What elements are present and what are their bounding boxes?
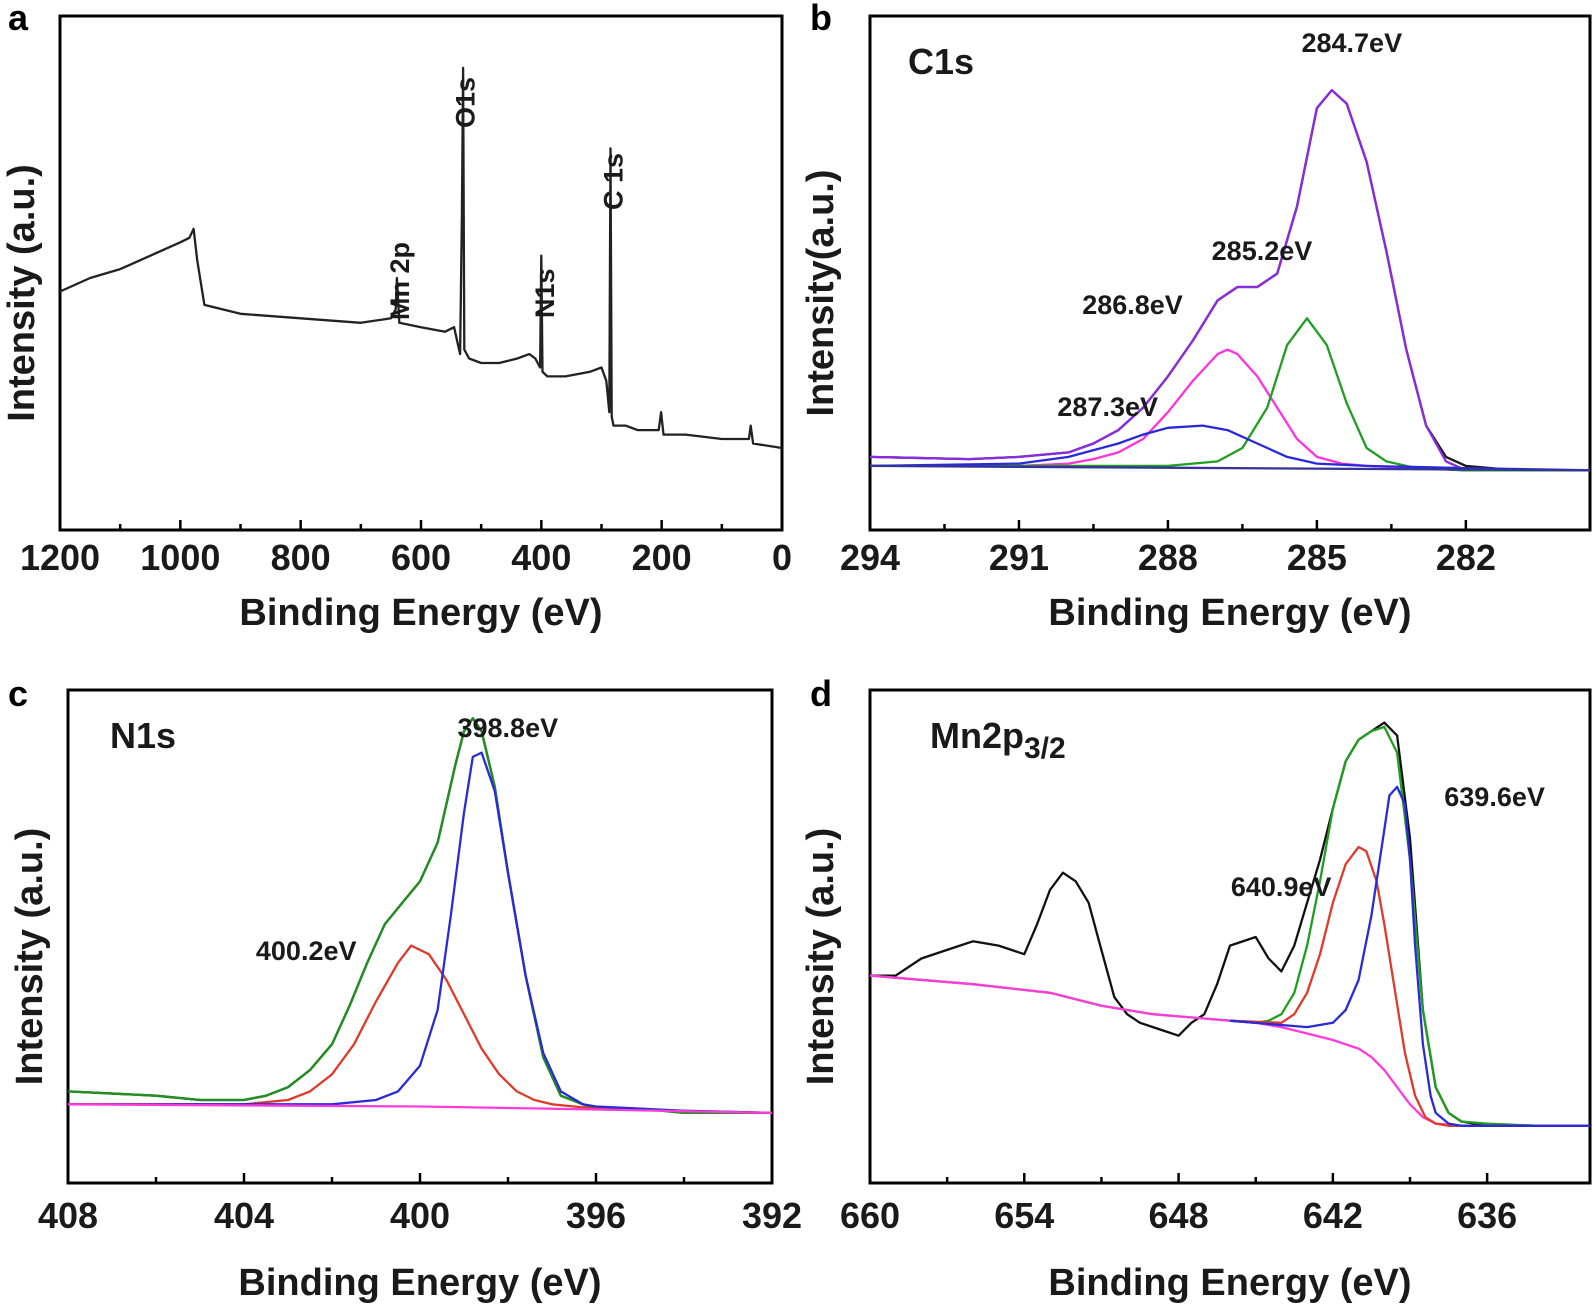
panel-letter: c (8, 673, 28, 714)
plot-frame (58, 14, 784, 532)
peak-label: 285.2eV (1212, 236, 1313, 266)
peak-label: O1s (451, 77, 481, 128)
series-line (869, 974, 1590, 1127)
series-line (869, 424, 1591, 472)
series-line (870, 348, 1590, 472)
panel-a: 1200 1000 800 600 400 200 0 Binding Energy (eV)… (1, 0, 792, 634)
panel-title: N1s (110, 715, 176, 756)
y-axis-label: Intensity(a.u.) (800, 169, 842, 416)
panel-title: Mn2p3/2 (930, 715, 1066, 765)
panel-letter: d (810, 673, 832, 714)
x-tick-label: 408 (38, 1195, 98, 1236)
panel-letter: a (8, 0, 29, 38)
series-line (1229, 785, 1590, 1127)
peak-label: Mn 2p (385, 242, 415, 320)
x-axis-label: Binding Energy (eV) (1048, 592, 1411, 634)
x-tick-label: 648 (1149, 1195, 1209, 1236)
x-tick-label: 800 (271, 537, 331, 578)
x-axis-label: Binding Energy (eV) (1048, 1262, 1411, 1304)
x-tick-label: 396 (566, 1195, 626, 1236)
x-tick-label: 400 (511, 537, 571, 578)
x-tick-label: 400 (390, 1195, 450, 1236)
series-line (869, 464, 1591, 472)
peak-label: 398.8eV (458, 713, 559, 743)
peak-label: C 1s (599, 153, 629, 210)
series-line (68, 944, 773, 1115)
panel-title: C1s (908, 41, 974, 82)
x-tick-label: 636 (1457, 1195, 1517, 1236)
panel-letter: b (810, 0, 832, 38)
y-axis-label: Intensity (a.u.) (1, 164, 43, 422)
x-tick-label: 288 (1138, 537, 1198, 578)
x-tick-label: 404 (214, 1195, 274, 1236)
series-line (59, 66, 783, 450)
series-line (67, 717, 772, 1115)
x-tick-label: 1000 (140, 537, 220, 578)
panel-c: 408 404 400 396 392 Binding Energy (eV) Intens… (8, 673, 802, 1304)
panel-d: 660 654 648 642 636 Binding Energy (eV) Intens… (800, 673, 1592, 1304)
peak-label: 284.7eV (1301, 28, 1402, 58)
x-tick-label: 660 (840, 1195, 900, 1236)
plot-frame (868, 688, 1592, 1185)
peak-label: 639.6eV (1444, 782, 1545, 812)
peak-label: 286.8eV (1082, 290, 1183, 320)
x-tick-label: 600 (391, 537, 451, 578)
x-axis-label: Binding Energy (eV) (239, 592, 602, 634)
plot-frame (868, 14, 1592, 532)
y-axis-label: Intensity (a.u.) (9, 828, 51, 1086)
y-axis-label: Intensity (a.u.) (800, 828, 842, 1086)
x-tick-label: 392 (742, 1195, 802, 1236)
x-tick-label: 291 (989, 537, 1049, 578)
series-line (68, 751, 773, 1115)
x-tick-label: 294 (840, 537, 900, 578)
peak-label: 400.2eV (256, 936, 357, 966)
x-tick-label: 282 (1436, 537, 1496, 578)
series-line (869, 89, 1590, 472)
x-tick-label: 285 (1287, 537, 1347, 578)
series-line (67, 1103, 773, 1115)
x-tick-label: 200 (632, 537, 692, 578)
panel-b: 294 291 288 285 282 Binding Energy (eV) Intens… (800, 0, 1592, 634)
x-axis-label: Binding Energy (eV) (238, 1262, 601, 1304)
peak-label: 640.9eV (1231, 872, 1332, 902)
series-line (870, 317, 1590, 472)
x-tick-label: 654 (994, 1195, 1054, 1236)
peak-label: 287.3eV (1057, 392, 1158, 422)
series-line (67, 717, 772, 1115)
series-line (869, 89, 1590, 472)
peak-label: N1s (530, 268, 560, 318)
x-tick-label: 1200 (20, 537, 100, 578)
x-tick-label: 0 (772, 537, 792, 578)
x-tick-label: 642 (1303, 1195, 1363, 1236)
